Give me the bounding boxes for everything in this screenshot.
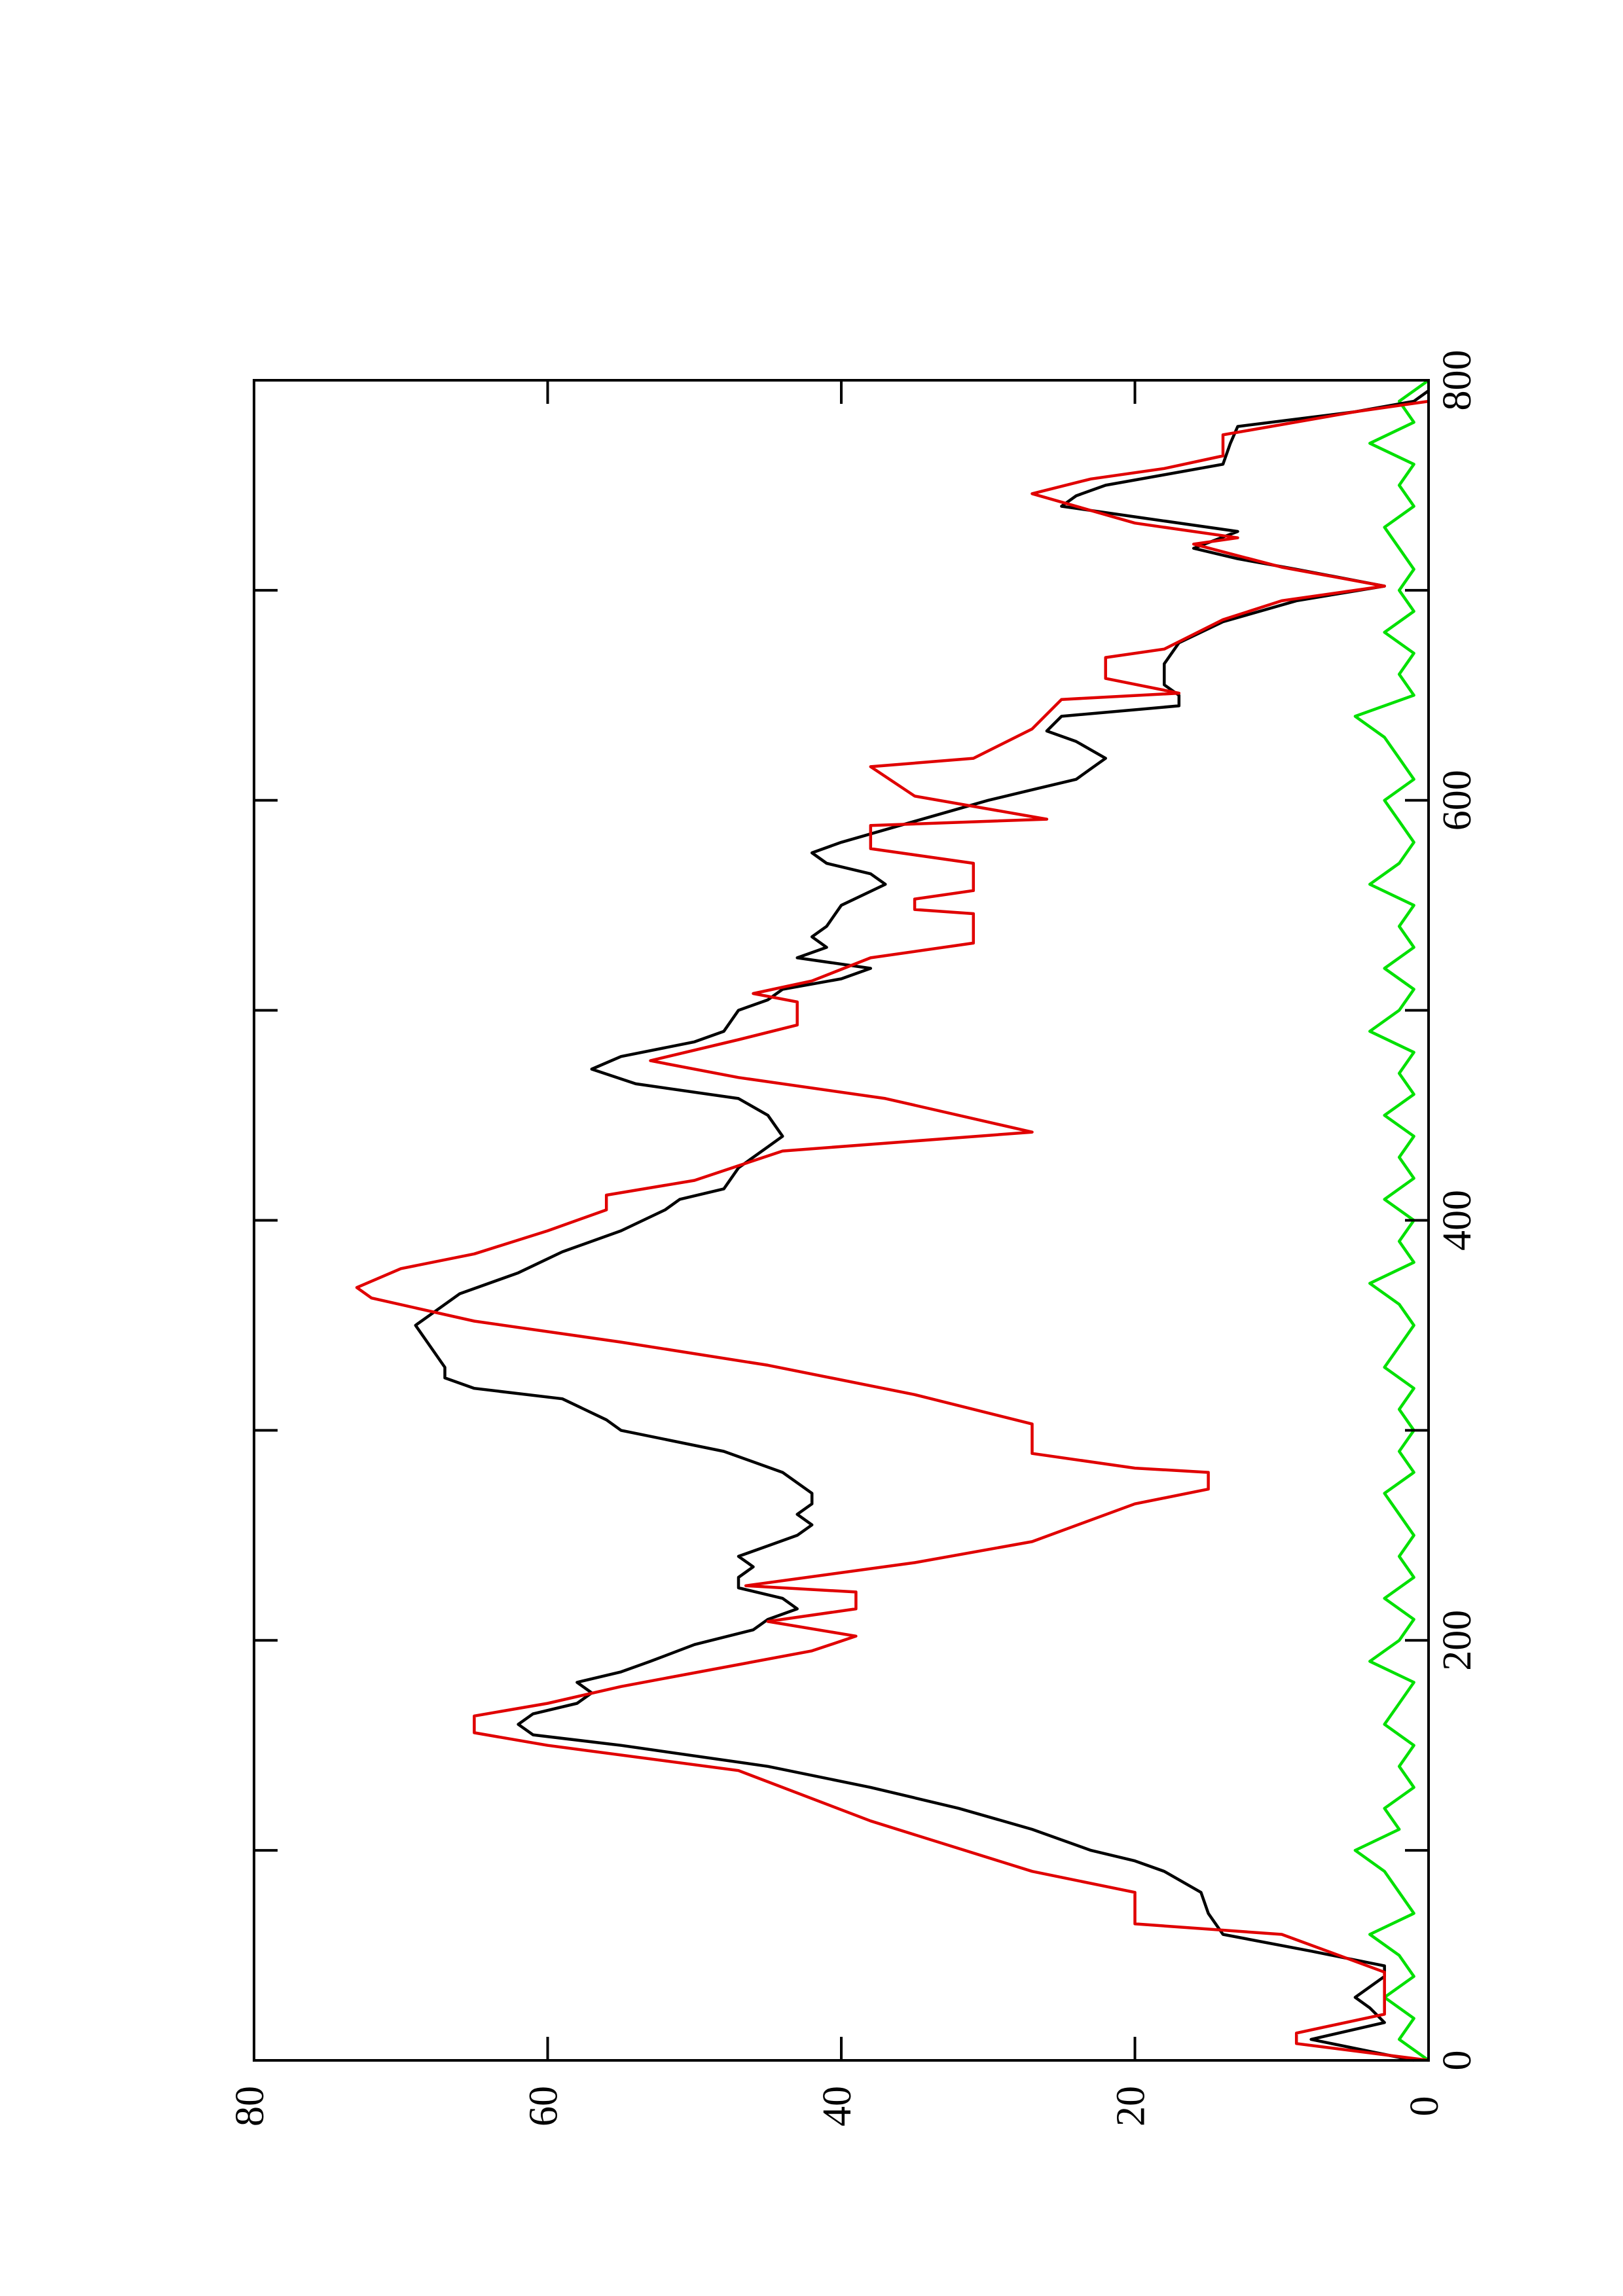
x-tick-label: 800: [1435, 350, 1480, 411]
x-tick-label: 600: [1435, 770, 1480, 831]
y-tick-label: 40: [815, 2086, 860, 2126]
y-tick-label: 60: [522, 2086, 566, 2126]
x-tick-label: 200: [1435, 1610, 1480, 1671]
y-tick-label: 0: [1402, 2096, 1447, 2117]
x-tick-label: 400: [1435, 1190, 1480, 1251]
y-tick-label: 80: [228, 2086, 272, 2126]
data-line: [414, 389, 1430, 2062]
y-tick-label: 20: [1109, 2086, 1154, 2126]
data-line: [355, 399, 1429, 2062]
x-tick-label: 0: [1435, 2051, 1480, 2071]
